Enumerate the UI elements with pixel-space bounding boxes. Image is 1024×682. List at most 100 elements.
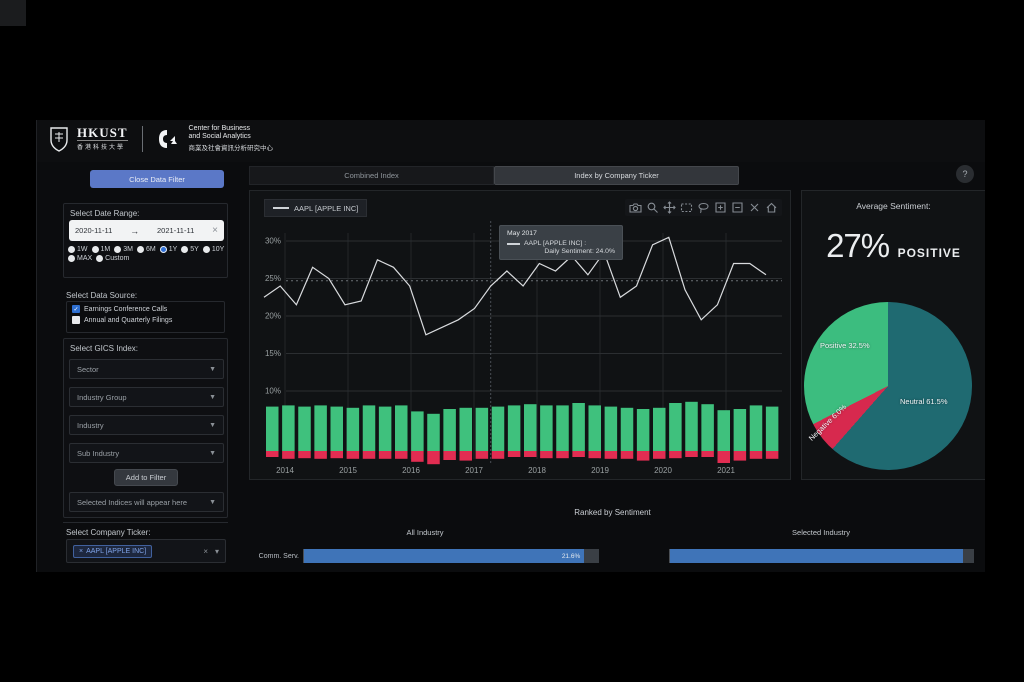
positive-bar[interactable] [588, 405, 602, 451]
negative-bar[interactable] [556, 451, 569, 459]
negative-bar[interactable] [330, 451, 344, 459]
positive-bar[interactable] [507, 405, 521, 451]
date-preset-10y[interactable]: 10Y [202, 246, 224, 253]
negative-bar[interactable] [411, 451, 424, 462]
pan-icon[interactable] [663, 201, 676, 214]
company-ticker-select[interactable]: × AAPL [APPLE INC] × ▾ [66, 539, 226, 563]
date-preset-1m[interactable]: 1M [91, 246, 110, 253]
positive-bar[interactable] [330, 406, 344, 451]
clear-icon[interactable]: × [203, 546, 208, 556]
negative-bar[interactable] [491, 451, 505, 459]
negative-bar[interactable] [620, 451, 634, 459]
negative-bar[interactable] [669, 451, 682, 459]
gics-dropdown-sector[interactable]: Sector ▼ [69, 359, 224, 379]
negative-bar[interactable] [362, 451, 376, 459]
gics-dropdown-sub-industry[interactable]: Sub Industry ▼ [69, 443, 224, 463]
positive-bar[interactable] [491, 406, 505, 451]
negative-bar[interactable] [717, 451, 731, 463]
radio-icon[interactable] [91, 246, 99, 253]
negative-bar[interactable] [427, 451, 440, 465]
date-range-input[interactable]: 2020-11-11 → 2021-11-11 × [69, 220, 224, 241]
negative-bar[interactable] [266, 451, 279, 457]
sentiment-line-bar-chart[interactable]: 2014 2015 2016 2017 2018 2019 2020 2021 30% 25% 20… [250, 191, 792, 481]
positive-bar[interactable] [314, 405, 327, 451]
positive-bar[interactable] [685, 401, 698, 451]
negative-bar[interactable] [507, 451, 521, 457]
date-preset-1y[interactable]: 1Y [159, 246, 177, 253]
tab-index-by-company-ticker[interactable]: Index by Company Ticker [494, 166, 739, 185]
negative-bar[interactable] [395, 451, 408, 459]
zoom-icon[interactable] [646, 201, 659, 214]
lasso-icon[interactable] [697, 201, 710, 214]
box-select-icon[interactable] [680, 201, 693, 214]
radio-icon[interactable] [68, 246, 75, 253]
positive-bar[interactable] [653, 407, 666, 451]
negative-bar[interactable] [749, 451, 763, 459]
positive-bar[interactable] [427, 413, 440, 451]
negative-bar[interactable] [459, 451, 473, 461]
sentiment-pie-chart[interactable] [804, 302, 972, 470]
tab-combined-index[interactable]: Combined Index [249, 166, 494, 185]
positive-bar[interactable] [717, 410, 731, 451]
negative-bar[interactable] [604, 451, 618, 459]
positive-bar[interactable] [540, 405, 553, 451]
radio-icon[interactable] [159, 246, 167, 253]
negative-bar[interactable] [443, 451, 456, 460]
rank-bar-fill[interactable]: 21.6% [304, 549, 585, 563]
positive-bar[interactable] [475, 407, 489, 451]
negative-bar[interactable] [314, 451, 327, 459]
date-preset-6m[interactable]: 6M [136, 246, 156, 253]
chart-legend[interactable]: AAPL [APPLE INC] [264, 199, 368, 217]
negative-bar[interactable] [540, 451, 553, 459]
positive-bar[interactable] [362, 405, 376, 451]
date-preset-5y[interactable]: 5Y [181, 246, 199, 253]
date-clear-icon[interactable]: × [212, 225, 218, 236]
date-preset-custom[interactable]: Custom [96, 255, 129, 262]
positive-bar[interactable] [701, 404, 714, 451]
negative-bar[interactable] [765, 451, 779, 459]
positive-bar[interactable] [749, 405, 763, 451]
reset-axes-icon[interactable] [765, 201, 778, 214]
rank-bar-fill[interactable] [670, 549, 964, 563]
negative-bar[interactable] [378, 451, 392, 459]
negative-bar[interactable] [346, 451, 360, 459]
gics-dropdown-industry[interactable]: Industry ▼ [69, 415, 224, 435]
positive-bar[interactable] [733, 409, 747, 451]
autoscale-icon[interactable] [748, 201, 761, 214]
date-preset-max[interactable]: MAX [68, 255, 92, 262]
radio-icon[interactable] [136, 246, 144, 253]
help-button[interactable]: ? [956, 165, 974, 183]
date-end-value[interactable]: 2021-11-11 [157, 226, 195, 235]
date-start-value[interactable]: 2020-11-11 [75, 226, 113, 235]
negative-bar[interactable] [282, 451, 295, 459]
data-source-option[interactable]: ✓ Earnings Conference Calls [72, 305, 219, 313]
selected-indices-dropdown[interactable]: Selected Indices will appear here ▼ [69, 492, 224, 512]
negative-bar[interactable] [733, 451, 747, 461]
zoom-out-icon[interactable] [731, 201, 744, 214]
close-data-filter-button[interactable]: Close Data Filter [90, 170, 224, 188]
radio-icon[interactable] [181, 246, 189, 253]
date-preset-3m[interactable]: 3M [114, 246, 133, 253]
positive-bar[interactable] [346, 407, 360, 451]
negative-bar[interactable] [298, 451, 311, 459]
positive-bar[interactable] [459, 407, 473, 451]
negative-bar[interactable] [636, 451, 650, 461]
positive-bar[interactable] [524, 404, 537, 451]
positive-bar[interactable] [411, 411, 424, 451]
positive-bar[interactable] [282, 405, 295, 451]
negative-bar[interactable] [653, 451, 666, 459]
date-preset-1w[interactable]: 1W [68, 246, 88, 253]
positive-bar[interactable] [298, 406, 311, 451]
camera-icon[interactable] [629, 201, 642, 214]
tag-remove-icon[interactable]: × [79, 547, 84, 555]
positive-bar[interactable] [378, 406, 392, 451]
chevron-down-icon[interactable]: ▾ [214, 546, 219, 556]
positive-bar[interactable] [765, 406, 779, 451]
positive-bar[interactable] [669, 403, 682, 451]
negative-bar[interactable] [475, 451, 489, 459]
gics-dropdown-industry-group[interactable]: Industry Group ▼ [69, 387, 224, 407]
positive-bar[interactable] [266, 406, 279, 451]
positive-bar[interactable] [556, 405, 569, 451]
sentiment-line-series[interactable] [263, 236, 767, 336]
radio-icon[interactable] [114, 246, 122, 253]
